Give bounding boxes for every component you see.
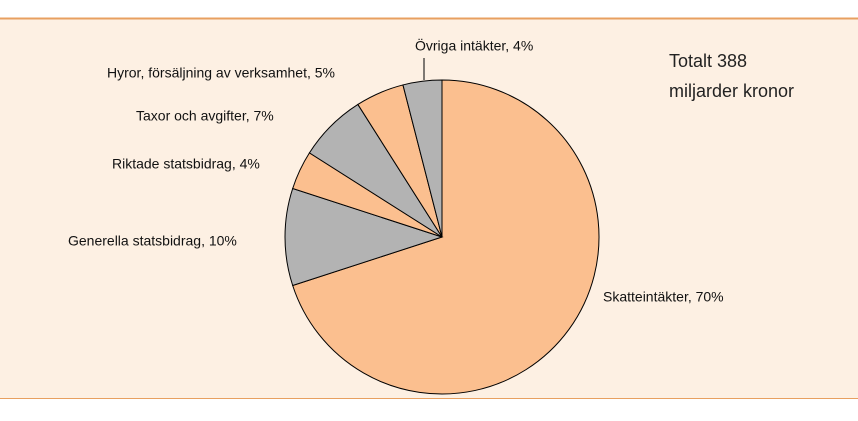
pie-slice [402, 79, 443, 238]
annotation: Totalt 388 [669, 51, 747, 71]
slice-label: Hyror, försäljning av verksamhet, 5% [107, 65, 335, 81]
slice-label: Riktade statsbidrag, 4% [112, 156, 260, 172]
pie-slice [284, 187, 444, 287]
slice-label: Skatteintäkter, 70% [603, 289, 724, 305]
slice-label: Taxor och avgifter, 7% [136, 108, 274, 124]
slice-label: Generella statsbidrag, 10% [68, 233, 237, 249]
annotation: miljarder kronor [669, 81, 794, 101]
slice-label: Övriga intäkter, 4% [415, 37, 533, 54]
pie-slice [292, 79, 600, 395]
